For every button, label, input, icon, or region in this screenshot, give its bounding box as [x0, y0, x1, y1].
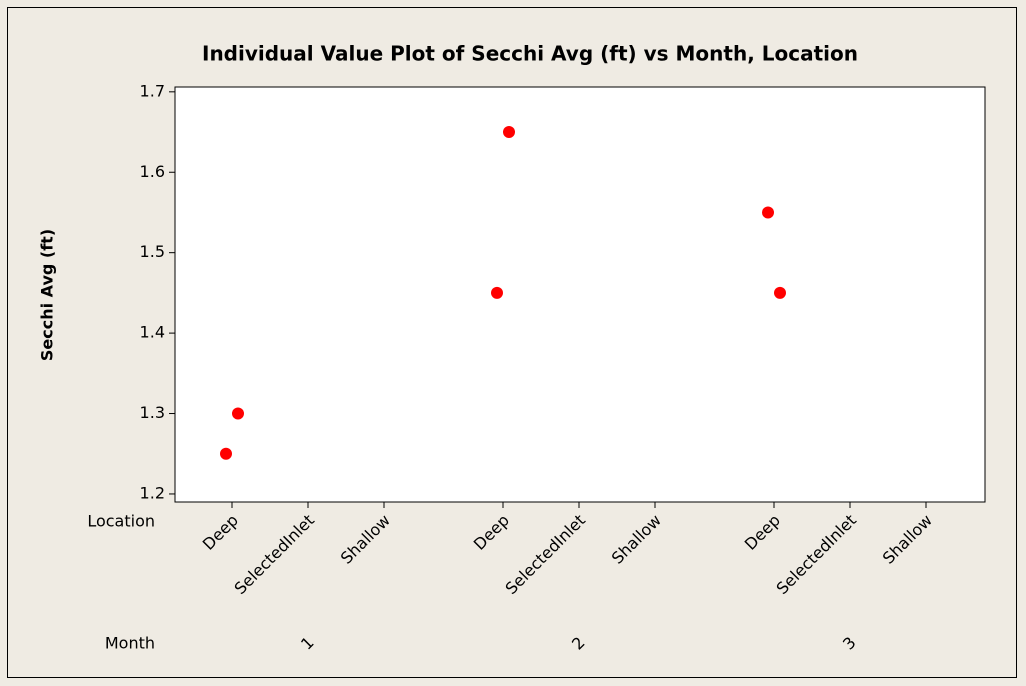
y-tick-label: 1.3 — [140, 403, 165, 422]
point — [491, 286, 503, 299]
x-level-name: Location — [87, 512, 155, 531]
chart-title: Individual Value Plot of Secchi Avg (ft)… — [202, 42, 858, 66]
y-axis-label: Secchi Avg (ft) — [38, 229, 57, 361]
point — [220, 447, 232, 460]
y-tick-label: 1.2 — [140, 483, 165, 502]
outer-border — [7, 7, 1017, 678]
point — [503, 126, 515, 139]
y-tick-label: 1.7 — [140, 81, 165, 100]
point — [232, 407, 244, 420]
point — [774, 286, 786, 299]
plot-area — [174, 86, 986, 503]
y-tick-label: 1.6 — [140, 162, 165, 181]
y-tick-label: 1.4 — [140, 323, 165, 342]
y-tick-label: 1.5 — [140, 242, 165, 261]
x-level-name: Month — [105, 634, 155, 653]
point — [762, 206, 774, 219]
